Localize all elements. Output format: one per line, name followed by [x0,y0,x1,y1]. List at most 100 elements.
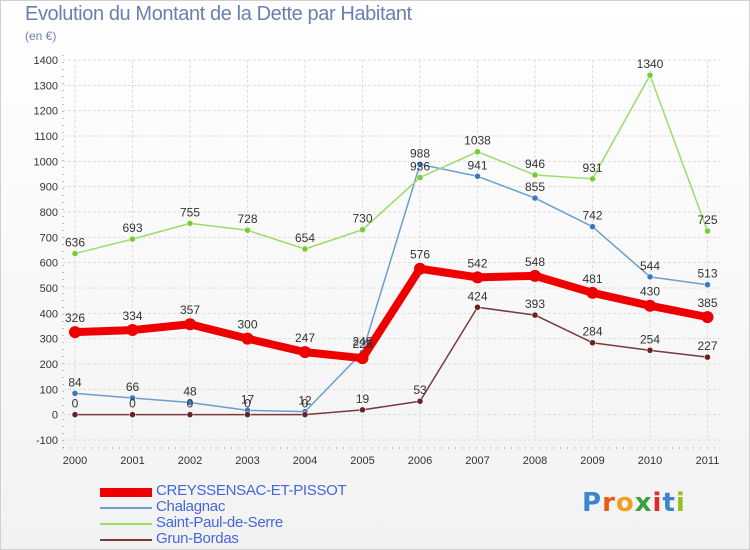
y-tick-label: 500 [40,283,58,295]
data-point [586,286,599,299]
data-point [244,226,251,234]
data-label: 0 [244,397,251,411]
grid [63,59,720,441]
series-lines [69,71,714,418]
data-label: 636 [65,236,85,250]
data-point [244,411,251,418]
data-label: 725 [697,213,717,227]
data-point [416,397,424,405]
legend-label: Saint-Paul-de-Serre [156,514,283,531]
data-label: 227 [697,339,717,353]
x-tick-label: 2009 [580,455,604,467]
data-label: 542 [467,256,487,270]
data-point [701,311,714,324]
data-point [71,390,79,397]
legend-item: CREYSSENSAC-ET-PISSOT [100,482,360,500]
data-point [129,394,136,402]
data-point [589,223,596,230]
data-label: 946 [525,157,545,171]
data-point [129,235,136,243]
data-label: 730 [352,212,372,226]
data-label: 66 [126,380,140,394]
data-point [129,411,136,418]
data-label: 931 [582,161,602,175]
data-label: 334 [122,309,142,323]
x-tick-label: 2011 [696,455,720,467]
data-label: 855 [525,180,545,194]
y-tick-label: 300 [40,334,58,346]
legend-swatch [100,539,152,541]
data-label: 0 [72,397,79,411]
data-point [531,194,539,202]
logo-letter: o [615,488,635,518]
data-label: 223 [352,337,372,351]
legend-item: Grun-Bordas [100,530,360,548]
logo-letter: x [634,488,653,518]
logo-letter: i [652,488,663,518]
legend-label: Chalagnac [156,498,226,515]
data-point [241,332,254,345]
data-label: 17 [241,392,255,406]
data-label: 728 [237,212,257,226]
data-label: 1340 [637,57,664,71]
data-label: 0 [187,397,194,411]
data-point [704,227,711,235]
y-tick-label: 200 [40,359,58,371]
data-point [186,220,194,227]
data-label: 576 [410,248,430,262]
data-point [301,245,309,253]
legend-label: CREYSSENSAC-ET-PISSOT [156,482,347,499]
chart-title: Evolution du Montant de la Dette par Hab… [25,3,412,25]
data-point [69,326,81,339]
axes: -100010020030040050060070080090010001100… [34,55,720,467]
series-line-saint-paul-de-serre [74,74,709,255]
data-point [414,262,426,275]
series-line-chalagnac [74,163,709,413]
data-point [644,299,656,312]
data-point [646,347,654,354]
data-label: 548 [525,255,545,269]
x-tick-label: 2010 [638,455,662,467]
data-point [589,339,596,346]
data-label: 936 [410,160,430,174]
proxiti-logo: Proxiti [582,488,686,518]
data-label: 300 [237,318,257,332]
logo-letter: r [602,488,616,518]
data-label: 53 [413,383,427,397]
data-label: 513 [697,267,717,281]
data-labels: 326 334 357 300 247 223 576 542 548 481 430 385 84 66… [65,57,718,410]
y-tick-label: -100 [36,435,58,447]
data-label: 0 [302,397,309,411]
data-point [529,269,541,282]
logo-letter: P [582,488,603,518]
y-tick-label: 600 [40,258,58,270]
series-line-grun-bordas [74,306,709,416]
data-label: 941 [467,158,487,172]
data-point [646,273,654,281]
x-tick-label: 2007 [465,455,489,467]
data-label: 385 [697,296,717,310]
data-point [71,411,79,418]
data-point [589,175,596,183]
data-label: 48 [183,385,197,399]
data-label: 246 [352,334,372,348]
data-point [474,173,481,180]
data-point [359,226,366,233]
data-label: 357 [180,303,200,317]
data-point [299,346,311,359]
data-label: 693 [122,221,142,235]
data-point [471,271,484,284]
x-tick-label: 2008 [523,455,547,467]
data-label: 19 [356,392,370,406]
x-tick-label: 2001 [120,455,144,467]
y-tick-label: 1200 [34,106,58,118]
x-tick-label: 2006 [408,455,432,467]
y-tick-label: 900 [40,182,58,194]
data-label: 254 [640,332,660,346]
data-label: 0 [129,397,136,411]
logo-letter: i [675,488,686,518]
data-point [416,161,424,168]
data-point [356,352,369,365]
